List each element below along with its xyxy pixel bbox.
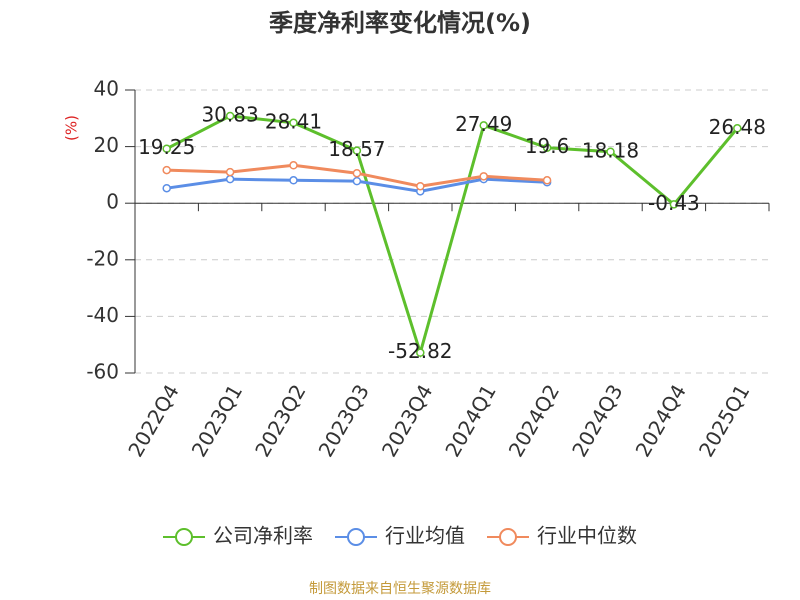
x-tick-label: 2023Q3 bbox=[314, 380, 374, 461]
point bbox=[352, 168, 362, 178]
y-tick-label: 40 bbox=[94, 77, 119, 101]
chart-title: 季度净利率变化情况(%) bbox=[269, 9, 531, 37]
point bbox=[416, 181, 425, 191]
legend-marker bbox=[499, 528, 517, 546]
x-tick-label: 2024Q3 bbox=[567, 380, 627, 461]
legend: 公司净利率 行业均值 行业中位数 bbox=[163, 524, 637, 548]
point bbox=[669, 200, 679, 209]
point bbox=[289, 161, 298, 170]
point bbox=[352, 176, 362, 186]
point bbox=[162, 165, 171, 175]
y-tick-label: -20 bbox=[86, 246, 119, 270]
y-axis-label: (%) bbox=[63, 115, 81, 141]
data-label: 18.18 bbox=[582, 138, 639, 162]
point bbox=[606, 147, 615, 157]
x-tick-label: 2024Q1 bbox=[440, 380, 500, 461]
data-label: 19.25 bbox=[138, 135, 195, 159]
series-line bbox=[166, 114, 739, 358]
data-label: 26.48 bbox=[709, 115, 766, 139]
x-tick-label: 2025Q1 bbox=[694, 380, 754, 461]
data-label: -52.82 bbox=[388, 339, 452, 363]
point bbox=[479, 172, 488, 181]
data-label: -0.43 bbox=[648, 191, 700, 215]
point bbox=[225, 174, 235, 184]
x-tick-label: 2022Q4 bbox=[123, 380, 183, 461]
point bbox=[289, 176, 298, 185]
point bbox=[352, 146, 362, 155]
data-label: 18.57 bbox=[328, 137, 385, 161]
point bbox=[162, 144, 171, 153]
x-tick-label: 2024Q4 bbox=[631, 380, 691, 461]
x-tick-label: 2024Q2 bbox=[504, 380, 564, 461]
point bbox=[479, 121, 488, 130]
point bbox=[162, 183, 171, 193]
y-tick-label: 0 bbox=[106, 190, 119, 214]
x-tick-label: 2023Q2 bbox=[250, 380, 310, 461]
x-tick-label: 2023Q4 bbox=[377, 380, 437, 461]
legend-label: 公司净利率 bbox=[213, 524, 313, 548]
point bbox=[416, 348, 425, 357]
legend-marker bbox=[347, 528, 365, 546]
legend-marker bbox=[175, 528, 193, 546]
data-label: 27.49 bbox=[455, 112, 512, 136]
point bbox=[733, 124, 742, 133]
source-note: 制图数据来自恒生聚源数据库 bbox=[309, 581, 491, 597]
point bbox=[225, 111, 235, 121]
data-label: 19.6 bbox=[525, 134, 570, 158]
legend-label: 行业中位数 bbox=[537, 524, 637, 548]
x-tick-label: 2023Q1 bbox=[187, 380, 247, 461]
y-tick-label: 20 bbox=[94, 133, 119, 157]
point bbox=[542, 143, 552, 152]
y-tick-label: -60 bbox=[86, 360, 119, 384]
data-label: 28.41 bbox=[265, 109, 322, 133]
legend-label: 行业均值 bbox=[385, 524, 465, 548]
point bbox=[225, 167, 235, 177]
point bbox=[542, 176, 552, 185]
point bbox=[289, 118, 298, 128]
data-label: 30.83 bbox=[201, 102, 258, 126]
y-tick-label: -40 bbox=[86, 303, 119, 327]
